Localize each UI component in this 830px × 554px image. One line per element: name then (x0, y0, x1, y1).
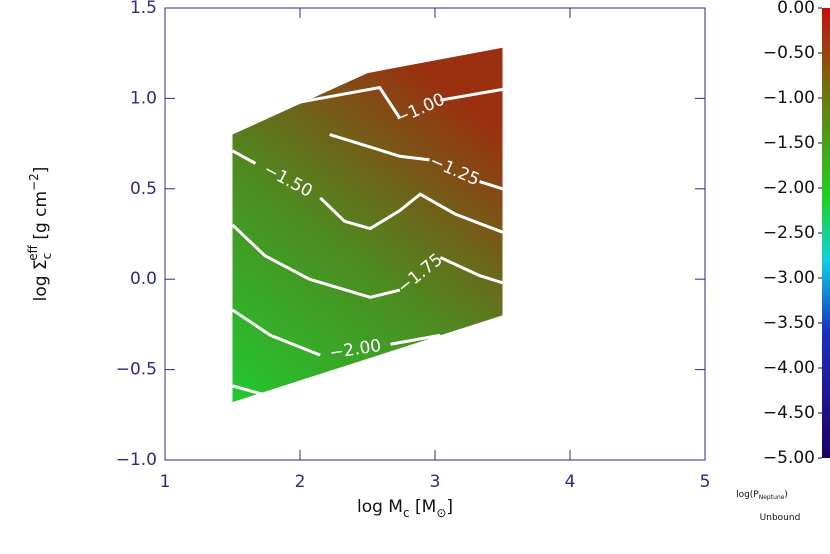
colorbar-label: log(PNeptune) (736, 490, 788, 501)
contour-line (231, 223, 503, 299)
y-label-text: ] (31, 167, 51, 174)
contour-line (329, 133, 503, 191)
x-label-sub: ⊙ (436, 506, 446, 520)
y-label-sub: c (40, 253, 54, 260)
x-tick-label: 1 (160, 472, 171, 492)
y-label-sup: −2 (27, 173, 41, 191)
contour-line (290, 85, 503, 120)
colorbar-tick-label: −2.50 (763, 223, 815, 243)
contour-line (231, 149, 504, 234)
y-tick-label: −0.5 (116, 360, 157, 380)
y-label-sup: eff (26, 244, 40, 260)
y-tick-label: 0.0 (130, 269, 157, 289)
y-tick-label: 0.5 (130, 179, 157, 199)
y-label-text: [g cm (31, 191, 51, 245)
colorbar-tick-label: −1.50 (763, 133, 815, 153)
y-tick-label: 1.5 (130, 0, 157, 18)
y-tick-label: 1.0 (130, 88, 157, 108)
footnote: Unbound (760, 513, 801, 523)
x-label-sub: c (403, 506, 410, 520)
x-tick-label: 2 (295, 472, 306, 492)
x-tick-label: 5 (700, 472, 711, 492)
colorbar-tick-label: −0.50 (763, 43, 815, 63)
data-region (232, 47, 503, 403)
colorbar-label-sub: Neptune (759, 494, 785, 501)
colorbar-label-text: ) (784, 490, 788, 500)
x-label-text: ] (446, 497, 453, 517)
colorbar-tick-label: −4.50 (763, 403, 815, 423)
y-axis-label: log Σceff [g cm−2] (26, 167, 54, 302)
colorbar-tick-label: −3.00 (763, 268, 815, 288)
colorbar-tick-label: 0.00 (777, 0, 815, 18)
y-label-text: log Σ (31, 259, 51, 301)
colorbar-tick-label: −3.50 (763, 313, 815, 333)
x-axis-label: log Mc [M⊙] (357, 497, 453, 520)
x-tick-label: 3 (430, 472, 441, 492)
contour-line (231, 308, 441, 357)
colorbar-tick-label: −5.00 (763, 448, 815, 468)
colorbar-label-text: log(P (736, 490, 759, 500)
y-tick-label: −1.0 (116, 450, 157, 470)
contour-line (232, 384, 266, 397)
colorbar (822, 8, 830, 458)
plot-area: −1.00−1.25−1.50−1.75−2.00 (231, 47, 504, 403)
colorbar-tick-label: −2.00 (763, 178, 815, 198)
x-label-text: [M (410, 497, 437, 517)
colorbar-tick-label: −1.00 (763, 88, 815, 108)
x-label-text: log M (357, 497, 403, 517)
colorbar-tick-label: −4.00 (763, 358, 815, 378)
x-tick-label: 4 (565, 472, 576, 492)
